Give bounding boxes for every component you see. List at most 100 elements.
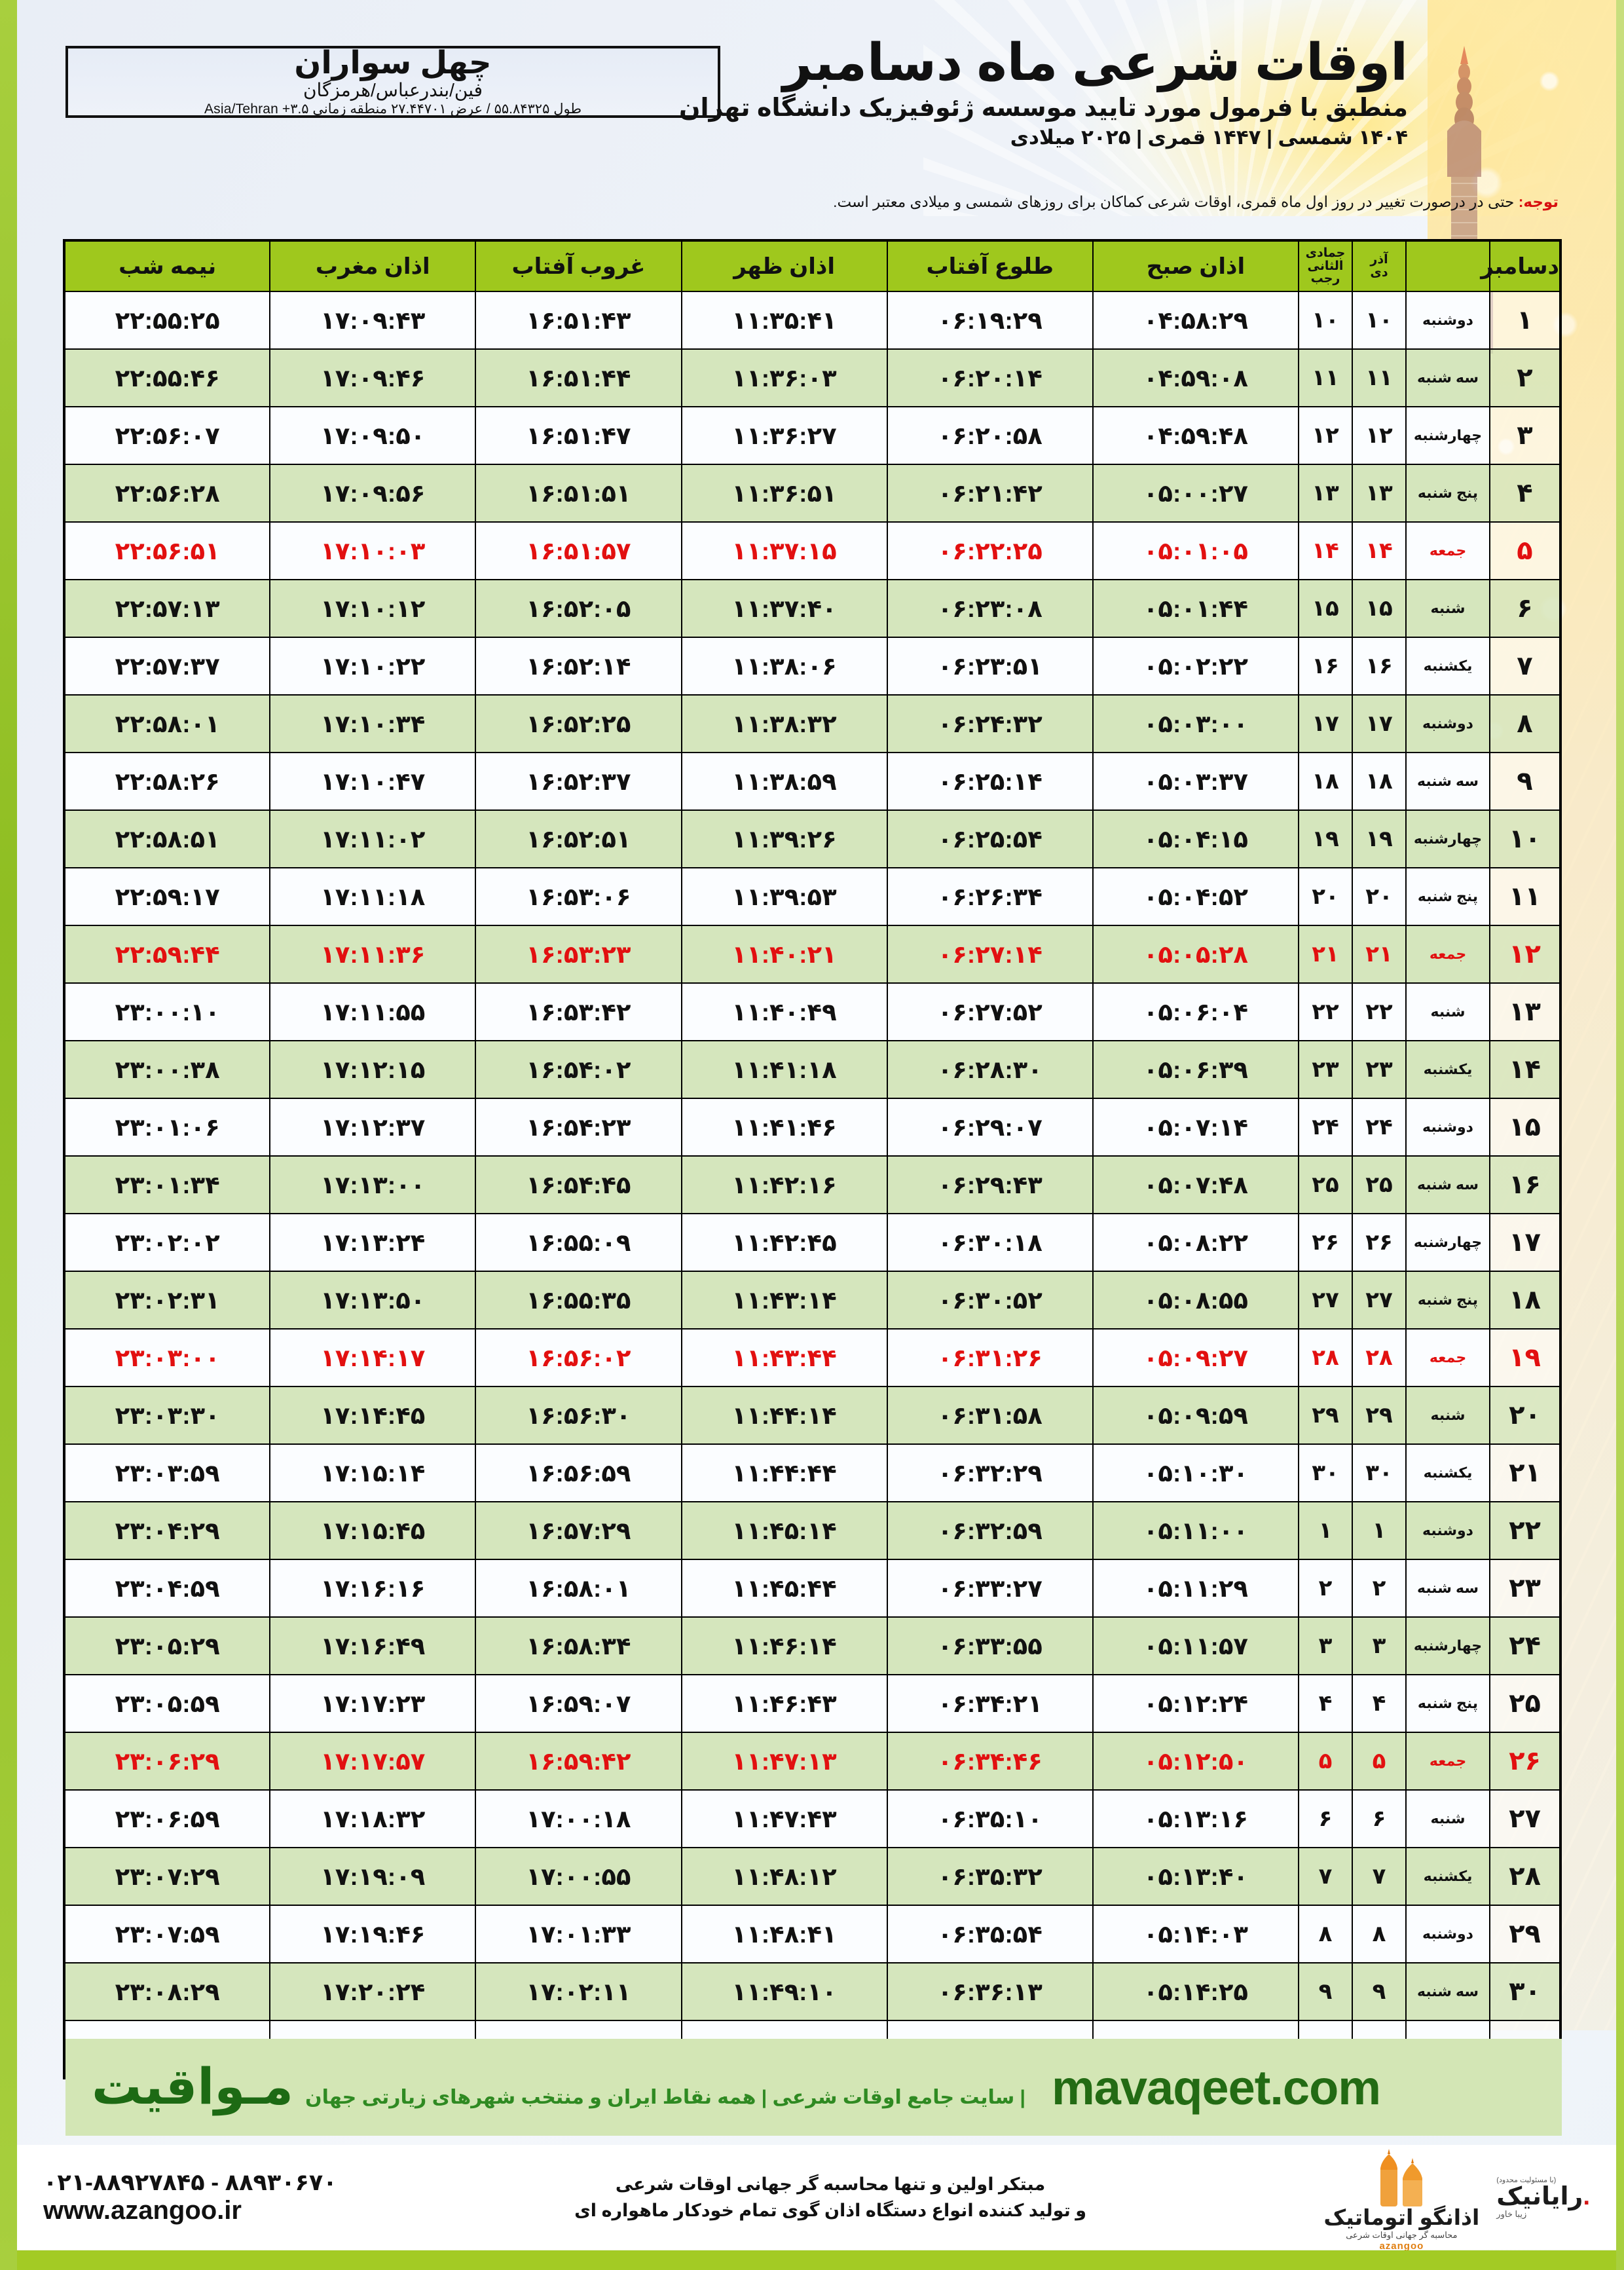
cell-noon: ۱۱:۳۸:۰۶ xyxy=(680,637,888,696)
website-url[interactable]: www.azangoo.ir xyxy=(43,2195,242,2225)
cell-gregorian-day: ۱۴ xyxy=(1489,1040,1561,1099)
cell-fajr: ۰۵:۱۳:۱۶ xyxy=(1092,1789,1300,1848)
contact-info: ۰۲۱-۸۸۹۲۷۸۴۵ - ۸۸۹۳۰۶۷۰ www.azangoo.ir xyxy=(43,2170,337,2225)
cell-lunar-day: ۲۶ xyxy=(1298,1213,1353,1272)
cell-sunset: ۱۶:۵۳:۲۳ xyxy=(475,925,682,984)
cell-midnight: ۲۳:۰۸:۲۹ xyxy=(64,1962,271,2021)
cell-maghrib: ۱۷:۱۰:۳۴ xyxy=(269,694,477,753)
footer-url[interactable]: mavaqeet.com xyxy=(1051,2060,1381,2115)
cell-midnight: ۲۳:۰۱:۰۶ xyxy=(64,1098,271,1157)
cell-gregorian-day: ۱۱ xyxy=(1489,867,1561,926)
cell-maghrib: ۱۷:۱۰:۰۳ xyxy=(269,521,477,580)
partner-logos: (با مسئولیت محدود) .رایانیک زیبا خاور اذ… xyxy=(1323,2144,1590,2252)
cell-maghrib: ۱۷:۱۱:۳۶ xyxy=(269,925,477,984)
cell-midnight: ۲۲:۵۸:۲۶ xyxy=(64,752,271,811)
cell-fajr: ۰۵:۰۰:۲۷ xyxy=(1092,464,1300,523)
cell-gregorian-day: ۵ xyxy=(1489,521,1561,580)
cell-gregorian-day: ۱۰ xyxy=(1489,809,1561,868)
cell-sunrise: ۰۶:۲۷:۵۲ xyxy=(886,982,1094,1041)
cell-maghrib: ۱۷:۱۱:۵۵ xyxy=(269,982,477,1041)
col-header-noon: اذان ظهر xyxy=(680,240,888,292)
table-row: ۲۹ دوشنبه ۸ ۸ ۰۵:۱۴:۰۳ ۰۶:۳۵:۵۴ ۱۱:۴۸:۴۱ ۱۷:۰۱:… xyxy=(64,1905,1561,1963)
cell-solar-day: ۲۲ xyxy=(1352,982,1407,1041)
footer-brand: مـواقیت xyxy=(92,2059,293,2115)
cell-fajr: ۰۵:۰۸:۲۲ xyxy=(1092,1213,1300,1272)
cell-gregorian-day: ۱۷ xyxy=(1489,1213,1561,1272)
cell-gregorian-day: ۲ xyxy=(1489,348,1561,407)
cell-sunrise: ۰۶:۳۵:۵۴ xyxy=(886,1905,1094,1963)
cell-lunar-day: ۷ xyxy=(1298,1847,1353,1906)
col-header-lunar-top: جمادی الثانی xyxy=(1305,246,1346,273)
azangoo-title: اذانگو اتوماتیک xyxy=(1323,2205,1480,2229)
cell-midnight: ۲۳:۰۶:۲۹ xyxy=(64,1732,271,1791)
rayanik-top-text: (با مسئولیت محدود) xyxy=(1496,2176,1557,2184)
cell-lunar-day: ۱۹ xyxy=(1298,809,1353,868)
cell-sunrise: ۰۶:۲۴:۳۲ xyxy=(886,694,1094,753)
cell-fajr: ۰۴:۵۹:۰۸ xyxy=(1092,348,1300,407)
table-row: ۲۴ چهارشنبه ۳ ۳ ۰۵:۱۱:۵۷ ۰۶:۳۳:۵۵ ۱۱:۴۶:۱۴ ۱۶:۵… xyxy=(64,1616,1561,1675)
table-row: ۱۱ پنج شنبه ۲۰ ۲۰ ۰۵:۰۴:۵۲ ۰۶:۲۶:۳۴ ۱۱:۳۹:۵۳ ۱۶… xyxy=(64,867,1561,926)
city-coordinates: طول ۵۵.۸۴۳۲۵ / عرض ۲۷.۴۴۷۰۱ منطقه زمانی … xyxy=(204,102,582,117)
cell-sunset: ۱۶:۵۴:۴۵ xyxy=(475,1155,682,1214)
cell-noon: ۱۱:۴۲:۱۶ xyxy=(680,1155,888,1214)
cell-lunar-day: ۲۷ xyxy=(1298,1271,1353,1330)
cell-sunrise: ۰۶:۲۷:۱۴ xyxy=(886,925,1094,984)
cell-weekday: دوشنبه xyxy=(1405,1501,1490,1560)
cell-maghrib: ۱۷:۱۳:۰۰ xyxy=(269,1155,477,1214)
cell-solar-day: ۲۹ xyxy=(1352,1386,1407,1445)
cell-sunset: ۱۶:۵۸:۳۴ xyxy=(475,1616,682,1675)
cell-noon: ۱۱:۴۰:۲۱ xyxy=(680,925,888,984)
prayer-times-table-wrapper: دسامبر آذر دی جمادی الثانی رجب xyxy=(63,239,1562,2079)
cell-sunset: ۱۶:۵۵:۰۹ xyxy=(475,1213,682,1272)
cell-maghrib: ۱۷:۱۶:۱۶ xyxy=(269,1559,477,1618)
cell-sunset: ۱۶:۵۷:۲۹ xyxy=(475,1501,682,1560)
cell-noon: ۱۱:۴۲:۴۵ xyxy=(680,1213,888,1272)
cell-noon: ۱۱:۴۸:۴۱ xyxy=(680,1905,888,1963)
cell-weekday: دوشنبه xyxy=(1405,1098,1490,1157)
cell-solar-day: ۲۸ xyxy=(1352,1328,1407,1387)
cell-sunrise: ۰۶:۲۹:۰۷ xyxy=(886,1098,1094,1157)
cell-weekday: جمعه xyxy=(1405,925,1490,984)
cell-solar-day: ۶ xyxy=(1352,1789,1407,1848)
cell-fajr: ۰۴:۵۸:۲۹ xyxy=(1092,291,1300,350)
table-row: ۱۲ جمعه ۲۱ ۲۱ ۰۵:۰۵:۲۸ ۰۶:۲۷:۱۴ ۱۱:۴۰:۲۱ ۱۶:۵۳:… xyxy=(64,925,1561,984)
cell-lunar-day: ۲۴ xyxy=(1298,1098,1353,1157)
cell-gregorian-day: ۲۱ xyxy=(1489,1443,1561,1502)
cell-solar-day: ۴ xyxy=(1352,1674,1407,1733)
cell-fajr: ۰۵:۰۶:۰۴ xyxy=(1092,982,1300,1041)
col-header-sunrise: طلوع آفتاب xyxy=(886,240,1094,292)
cell-solar-day: ۲۰ xyxy=(1352,867,1407,926)
cell-maghrib: ۱۷:۱۲:۱۵ xyxy=(269,1040,477,1099)
city-name: چهل سواران xyxy=(294,45,492,81)
cell-weekday: چهارشنبه xyxy=(1405,809,1490,868)
cell-weekday: یکشنبه xyxy=(1405,1443,1490,1502)
table-row: ۵ جمعه ۱۴ ۱۴ ۰۵:۰۱:۰۵ ۰۶:۲۲:۲۵ ۱۱:۳۷:۱۵ ۱۶:۵۱:۵… xyxy=(64,521,1561,580)
cell-sunset: ۱۶:۵۲:۰۵ xyxy=(475,579,682,638)
cell-maghrib: ۱۷:۱۰:۴۷ xyxy=(269,752,477,811)
cell-midnight: ۲۳:۰۲:۰۲ xyxy=(64,1213,271,1272)
cell-midnight: ۲۳:۰۷:۵۹ xyxy=(64,1905,271,1963)
azangoo-latin-name: azangoo xyxy=(1379,2240,1424,2252)
table-row: ۹ سه شنبه ۱۸ ۱۸ ۰۵:۰۳:۳۷ ۰۶:۲۵:۱۴ ۱۱:۳۸:۵۹ ۱۶:۵… xyxy=(64,752,1561,811)
cell-weekday: دوشنبه xyxy=(1405,694,1490,753)
cell-weekday: شنبه xyxy=(1405,1789,1490,1848)
phone-number: ۰۲۱-۸۸۹۲۷۸۴۵ - ۸۸۹۳۰۶۷۰ xyxy=(43,2169,337,2195)
cell-midnight: ۲۳:۰۳:۵۹ xyxy=(64,1443,271,1502)
cell-noon: ۱۱:۳۶:۰۳ xyxy=(680,348,888,407)
cell-sunset: ۱۷:۰۰:۵۵ xyxy=(475,1847,682,1906)
azangoo-subtitle: محاسبه گر جهانی اوقات شرعی xyxy=(1346,2229,1458,2240)
col-header-lunar: جمادی الثانی رجب xyxy=(1298,240,1353,292)
cell-fajr: ۰۵:۰۱:۴۴ xyxy=(1092,579,1300,638)
cell-sunset: ۱۶:۵۶:۵۹ xyxy=(475,1443,682,1502)
cell-gregorian-day: ۲۰ xyxy=(1489,1386,1561,1445)
cell-solar-day: ۲۱ xyxy=(1352,925,1407,984)
cell-gregorian-day: ۲۴ xyxy=(1489,1616,1561,1675)
cell-lunar-day: ۴ xyxy=(1298,1674,1353,1733)
cell-weekday: پنج شنبه xyxy=(1405,867,1490,926)
cell-sunset: ۱۶:۵۲:۱۴ xyxy=(475,637,682,696)
cell-noon: ۱۱:۳۶:۲۷ xyxy=(680,406,888,465)
cell-lunar-day: ۹ xyxy=(1298,1962,1353,2021)
table-row: ۱۹ جمعه ۲۸ ۲۸ ۰۵:۰۹:۲۷ ۰۶:۳۱:۲۶ ۱۱:۴۳:۴۴ ۱۶:۵۶:… xyxy=(64,1328,1561,1387)
cell-solar-day: ۸ xyxy=(1352,1905,1407,1963)
cell-noon: ۱۱:۴۹:۱۰ xyxy=(680,1962,888,2021)
